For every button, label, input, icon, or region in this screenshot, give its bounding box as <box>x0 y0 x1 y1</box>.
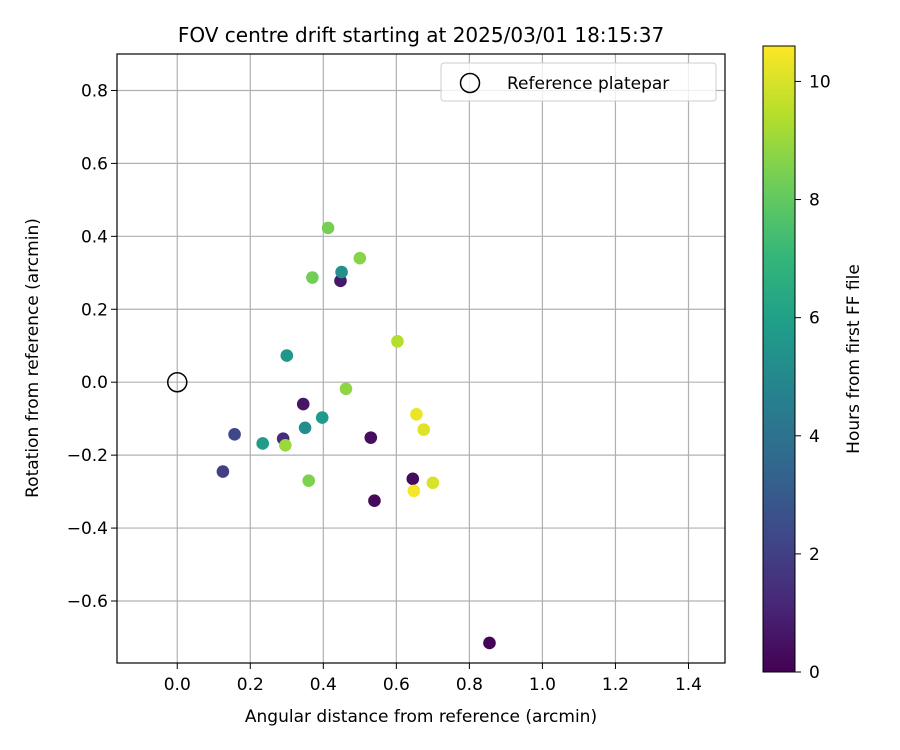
x-tick-label: 1.4 <box>675 675 702 695</box>
legend: Reference platepar <box>440 62 717 102</box>
scatter-point <box>391 335 404 348</box>
x-axis-label: Angular distance from reference (arcmin) <box>245 707 597 727</box>
x-tick-label: 0.2 <box>237 675 264 695</box>
y-tick-label: 0.0 <box>81 373 108 393</box>
colorbar: 0 2 4 6 8 10 Hours from first FF file <box>762 45 864 683</box>
grid-lines <box>117 54 725 663</box>
x-tick-label: 0.6 <box>383 675 410 695</box>
x-tick-label: 1.0 <box>529 675 556 695</box>
legend-label-reference: Reference platepar <box>507 74 669 94</box>
scatter-point <box>315 411 329 424</box>
y-tick-label: 0.4 <box>81 227 108 247</box>
scatter-point <box>406 472 420 486</box>
plot-frame <box>116 53 726 664</box>
scatter-point <box>364 431 378 444</box>
colorbar-tick-label: 10 <box>809 72 831 92</box>
scatter-point <box>410 407 423 421</box>
scatter-point <box>296 397 310 411</box>
x-axis-ticks: 0.0 0.2 0.4 0.6 0.8 1.0 1.2 1.4 <box>164 663 702 695</box>
scatter-point <box>256 437 270 450</box>
y-axis-ticks: −0.6 −0.4 −0.2 0.0 0.2 0.4 0.6 0.8 <box>67 81 117 612</box>
plot-area <box>117 54 725 663</box>
x-tick-label: 0.0 <box>164 675 191 695</box>
scatter-point <box>321 221 335 235</box>
scatter-point <box>228 428 241 441</box>
scatter-point <box>368 494 381 508</box>
scatter-point <box>298 421 312 435</box>
y-tick-label: 0.6 <box>81 154 108 174</box>
scatter-points <box>167 221 496 650</box>
scatter-point <box>426 476 440 490</box>
reference-platepar-marker <box>167 371 188 393</box>
x-tick-label: 0.8 <box>456 675 483 695</box>
scatter-point <box>302 474 316 487</box>
y-tick-label: −0.4 <box>67 519 108 539</box>
scatter-point <box>335 265 348 279</box>
scatter-point <box>279 438 292 452</box>
x-tick-label: 0.4 <box>310 675 337 695</box>
colorbar-tick-label: 8 <box>809 191 820 211</box>
scatter-point <box>306 271 319 284</box>
colorbar-tick-label: 6 <box>809 309 820 329</box>
legend-marker-reference <box>459 72 481 94</box>
y-tick-label: 0.8 <box>81 81 108 101</box>
x-tick-label: 1.2 <box>602 675 629 695</box>
y-tick-label: −0.6 <box>67 592 108 612</box>
scatter-point <box>353 251 367 265</box>
legend-box <box>440 62 717 102</box>
colorbar-gradient <box>762 45 796 673</box>
colorbar-label: Hours from first FF file <box>844 264 864 454</box>
chart-title: FOV centre drift starting at 2025/03/01 … <box>178 23 664 47</box>
colorbar-tick-label: 0 <box>809 663 820 683</box>
scatter-point <box>483 636 496 650</box>
scatter-point <box>339 382 353 396</box>
y-tick-label: −0.2 <box>67 446 108 466</box>
colorbar-tick-label: 4 <box>809 427 820 447</box>
colorbar-ticks: 0 2 4 6 8 10 <box>795 72 831 683</box>
colorbar-tick-label: 2 <box>809 545 820 565</box>
scatter-point <box>417 423 431 436</box>
y-tick-label: 0.2 <box>81 300 108 320</box>
y-axis-label: Rotation from reference (arcmin) <box>23 218 43 498</box>
scatter-point <box>407 484 421 498</box>
scatter-point <box>280 349 294 362</box>
scatter-point <box>216 465 230 478</box>
